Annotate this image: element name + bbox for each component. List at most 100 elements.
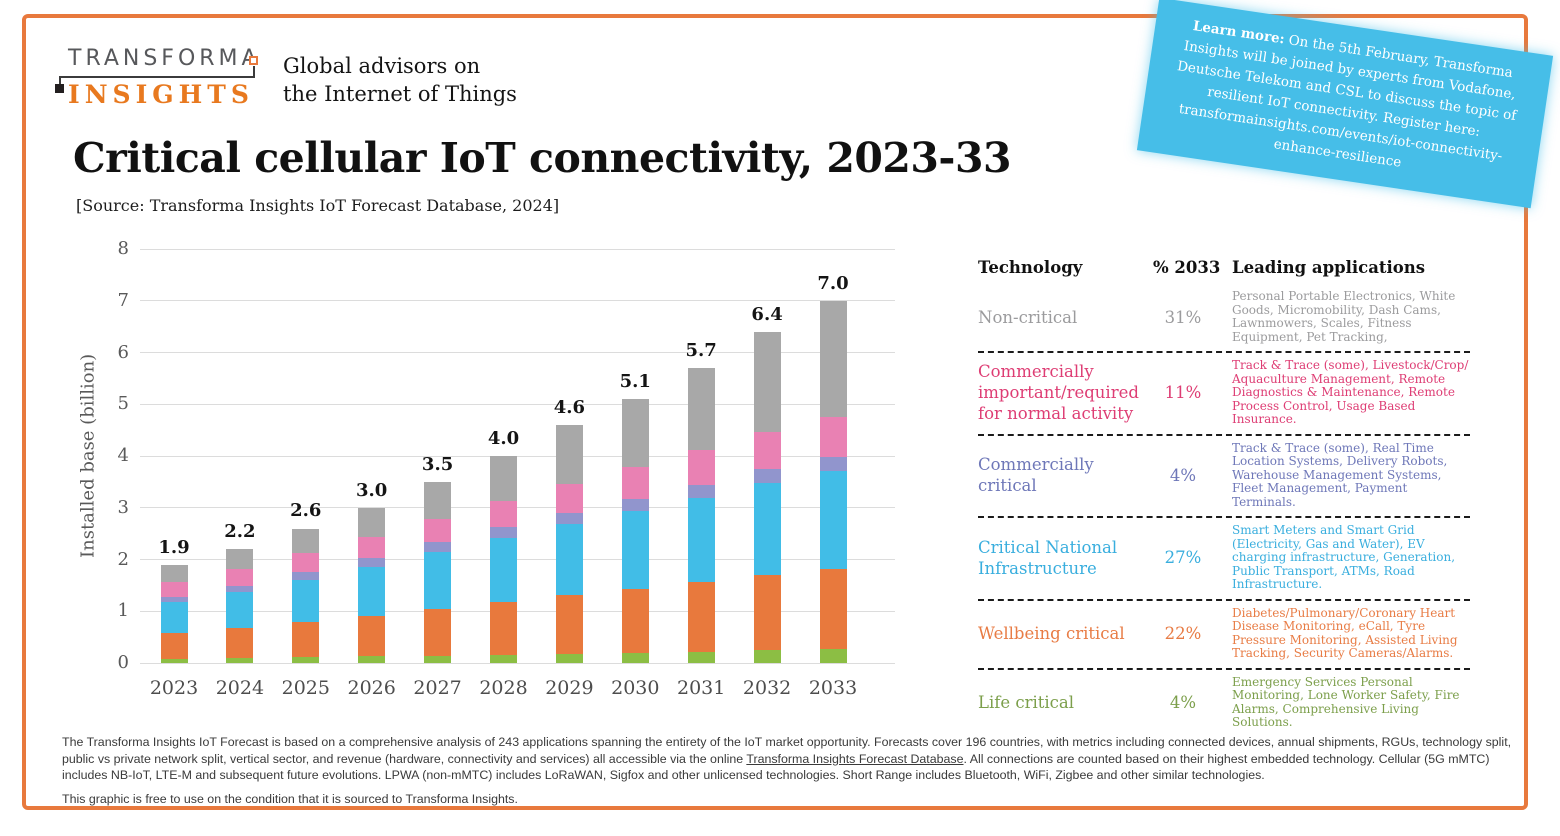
bar-segment — [292, 622, 320, 658]
bar-group — [555, 425, 583, 663]
bar-segment — [424, 519, 452, 543]
bar-total-label: 3.5 — [421, 453, 454, 475]
bar-segment — [160, 582, 188, 597]
row-apps: Personal Portable Electronics, White Goo… — [1232, 289, 1456, 344]
bar-segment — [358, 615, 386, 657]
y-tick-label: 5 — [117, 393, 129, 415]
forecast-database-link[interactable]: Transforma Insights Forecast Database — [746, 751, 964, 766]
bar-total-label: 5.1 — [619, 371, 651, 393]
bar-segment — [753, 483, 781, 576]
bar-segment — [687, 497, 715, 583]
table-header-row: Technology % 2033 Leading applications — [978, 258, 1470, 284]
bar-segment — [358, 567, 386, 616]
bar-segment — [226, 549, 254, 569]
bar-segment — [358, 507, 386, 537]
x-tick-label: 2023 — [149, 677, 199, 699]
bar-segment — [160, 564, 188, 583]
gridline — [140, 455, 895, 457]
bar-segment — [226, 568, 254, 586]
bar-segment — [819, 648, 847, 663]
bar-segment — [621, 511, 649, 590]
bar-segment — [621, 589, 649, 653]
logo-wordmark-transforma: TRANSFORMA — [68, 46, 261, 71]
y-tick-label: 1 — [117, 600, 129, 622]
bar-segment — [555, 595, 583, 654]
header-pct-2033: % 2033 — [1153, 258, 1221, 277]
y-axis-title: Installed base (billion) — [77, 353, 99, 559]
gridline — [140, 610, 895, 612]
table-row: Wellbeing critical 22% Diabetes/Pulmonar… — [978, 598, 1470, 668]
bar-segment — [753, 650, 781, 663]
table-row: Non-critical 31% Personal Portable Elect… — [978, 284, 1470, 351]
bar-segment — [555, 512, 583, 525]
bar-segment — [621, 466, 649, 499]
y-tick-label: 2 — [117, 548, 129, 570]
bar-segment — [424, 552, 452, 610]
row-pct: 31% — [1164, 307, 1202, 327]
bar-segment — [555, 524, 583, 596]
bar-segment — [490, 601, 517, 655]
tagline-line-1: Global advisors on — [283, 54, 481, 78]
bar-segment — [358, 656, 386, 663]
footnote: The Transforma Insights IoT Forecast is … — [62, 734, 1518, 807]
row-label: Commercially important/required for norm… — [978, 362, 1139, 424]
bar-group — [424, 481, 452, 663]
bar-segment — [621, 652, 649, 663]
table-row: Commercially important/required for norm… — [978, 351, 1470, 434]
bar-group — [621, 399, 649, 663]
row-label: Non-critical — [978, 307, 1078, 327]
row-pct: 11% — [1164, 383, 1202, 403]
bar-total-label: 7.0 — [817, 272, 849, 294]
bar-segment — [424, 655, 452, 663]
bar-segment — [753, 575, 781, 651]
x-tick-label: 2027 — [413, 677, 462, 699]
bar-group — [687, 368, 715, 663]
logo-rule-line — [59, 76, 255, 78]
row-label: Commercially critical — [978, 455, 1094, 496]
table-row: Commercially critical 4% Track & Trace (… — [978, 433, 1470, 517]
bar-segment — [753, 331, 781, 432]
bar-group — [358, 507, 386, 663]
logo-outline-square-icon — [249, 56, 258, 65]
bar-segment — [555, 425, 583, 484]
row-pct: 27% — [1164, 548, 1202, 568]
bar-segment — [358, 557, 386, 568]
chart-plot: 1.9 2023 2.2 2024 2.6 2025 3.0 2026 3.5 2027 4.0 20… — [140, 248, 895, 699]
bar-total-label: 5.7 — [685, 340, 717, 362]
bar-total-label: 4.0 — [487, 428, 520, 449]
bar-total-label: 1.9 — [158, 536, 190, 558]
bar-segment — [490, 526, 517, 538]
y-tick-label: 7 — [117, 289, 129, 311]
bar-segment — [819, 568, 847, 649]
bar-segment — [160, 601, 188, 633]
source-note: [Source: Transforma Insights IoT Forecas… — [76, 196, 560, 215]
row-label: Critical National Infrastructure — [978, 537, 1118, 578]
gridline — [140, 507, 895, 509]
row-apps: Track & Trace (some), Livestock/Crop/ Aq… — [1232, 358, 1469, 426]
bar-total-label: 2.6 — [290, 500, 322, 522]
x-tick-label: 2031 — [677, 677, 726, 699]
gridline — [140, 352, 895, 353]
footnote-paragraph-1: The Transforma Insights IoT Forecast is … — [62, 735, 1512, 782]
bar-group — [160, 564, 188, 663]
table-row: Life critical 4% Emergency Services Pers… — [978, 667, 1470, 737]
bar-segment — [292, 552, 320, 572]
bar-segment — [226, 585, 254, 593]
row-pct: 4% — [1169, 693, 1197, 712]
bar-segment — [621, 498, 649, 512]
bar-segment — [687, 485, 715, 498]
bar-total-label: 3.0 — [356, 479, 388, 501]
gridline — [140, 300, 895, 302]
bar-segment — [490, 456, 517, 502]
bar-total-label: 6.4 — [751, 303, 783, 325]
bar-segment — [555, 483, 583, 513]
bar-segment — [292, 528, 320, 553]
bar-segment — [555, 653, 583, 663]
bar-segment — [226, 628, 254, 659]
bar-segment — [490, 654, 517, 663]
bar-segment — [226, 658, 254, 663]
bar-segment — [490, 537, 517, 602]
row-pct: 22% — [1164, 624, 1202, 643]
bar-group — [226, 549, 254, 663]
